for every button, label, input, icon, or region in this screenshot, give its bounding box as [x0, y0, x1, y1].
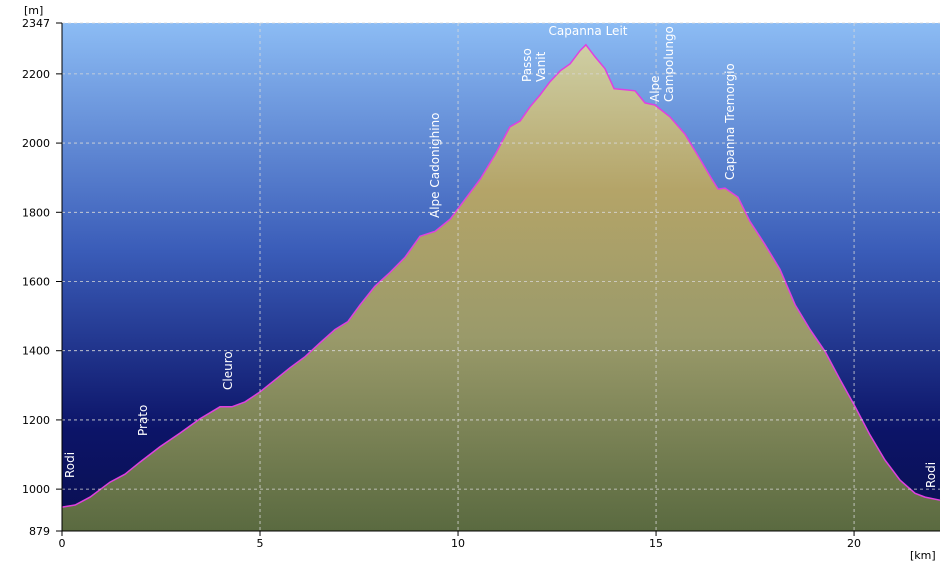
annotation: Vanit — [534, 51, 548, 82]
y-tick-label: 1200 — [22, 414, 50, 427]
annotation: Rodi — [924, 462, 938, 488]
x-tick-label: 0 — [59, 537, 66, 550]
annotation: Cleuro — [221, 351, 235, 390]
annotation: Rodi — [63, 452, 77, 478]
annotation: Passo — [520, 48, 534, 82]
y-tick-label: 1800 — [22, 206, 50, 219]
annotation: Alpe — [648, 75, 662, 102]
x-tick-label: 10 — [451, 537, 465, 550]
x-tick-label: 20 — [847, 537, 861, 550]
y-tick-label: 2347 — [22, 17, 50, 30]
x-tick-label: 5 — [257, 537, 264, 550]
y-tick-label: 1600 — [22, 275, 50, 288]
profile-line — [61, 43, 941, 508]
annotation: Capanna Leit — [549, 24, 628, 38]
x-axis-label: [km] — [910, 549, 936, 562]
y-tick-label: 1400 — [22, 345, 50, 358]
y-tick-label: 1000 — [22, 483, 50, 496]
x-tick-label: 15 — [649, 537, 663, 550]
annotation: Prato — [136, 405, 150, 436]
y-axis-label: [m] — [24, 4, 43, 17]
annotation: Alpe Cadonighino — [428, 113, 442, 219]
annotation: Capanna Tremorgio — [723, 63, 737, 180]
area-fill — [62, 44, 940, 532]
annotation: Campolungo — [662, 26, 676, 102]
plot — [61, 43, 941, 532]
y-tick-label: 2000 — [22, 137, 50, 150]
y-tick-label: 2200 — [22, 68, 50, 81]
y-tick-label: 879 — [29, 525, 50, 538]
